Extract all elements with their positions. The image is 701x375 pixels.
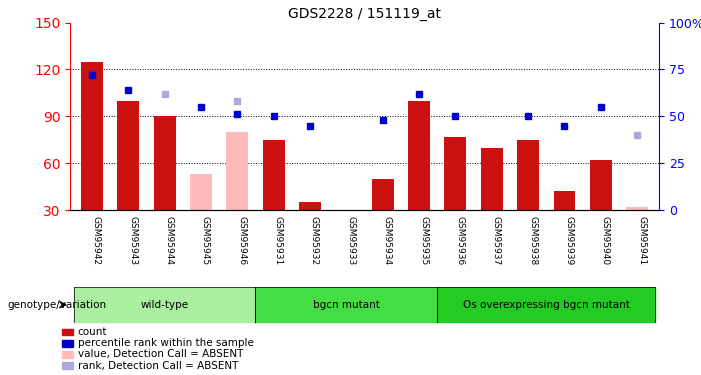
Bar [263,140,285,210]
Bar [481,147,503,210]
Text: genotype/variation: genotype/variation [7,300,106,310]
Text: GSM95944: GSM95944 [165,216,174,265]
Bar [299,202,321,210]
Text: GSM95932: GSM95932 [310,216,319,265]
Text: GSM95935: GSM95935 [419,216,428,265]
Text: count: count [78,327,107,337]
Text: GSM95942: GSM95942 [92,216,101,265]
Bar [226,132,248,210]
Text: GSM95940: GSM95940 [601,216,610,265]
Text: GSM95934: GSM95934 [383,216,392,265]
Bar [517,140,539,210]
Title: GDS2228 / 151119_at: GDS2228 / 151119_at [288,8,441,21]
Bar [62,329,74,336]
Text: bgcn mutant: bgcn mutant [313,300,380,310]
Bar [62,363,74,369]
Text: rank, Detection Call = ABSENT: rank, Detection Call = ABSENT [78,361,238,370]
Text: Os overexpressing bgcn mutant: Os overexpressing bgcn mutant [463,300,629,310]
Bar [626,207,648,210]
Text: GSM95938: GSM95938 [528,216,537,265]
Bar [590,160,612,210]
Bar [372,179,393,210]
Bar [117,100,139,210]
Text: GSM95931: GSM95931 [273,216,283,265]
Text: GSM95936: GSM95936 [456,216,464,265]
Bar [444,136,466,210]
Bar [408,100,430,210]
Bar [62,351,74,358]
Bar [554,191,576,210]
Text: GSM95946: GSM95946 [238,216,246,265]
Text: GSM95939: GSM95939 [564,216,573,265]
Text: GSM95941: GSM95941 [637,216,646,265]
Bar [190,174,212,210]
Bar [81,62,103,210]
Text: value, Detection Call = ABSENT: value, Detection Call = ABSENT [78,350,243,359]
Text: GSM95943: GSM95943 [128,216,137,265]
Text: wild-type: wild-type [140,300,189,310]
Bar [154,116,175,210]
Text: GSM95937: GSM95937 [491,216,501,265]
Text: GSM95945: GSM95945 [201,216,210,265]
Bar [62,340,74,347]
Text: percentile rank within the sample: percentile rank within the sample [78,338,254,348]
Text: GSM95933: GSM95933 [346,216,355,265]
